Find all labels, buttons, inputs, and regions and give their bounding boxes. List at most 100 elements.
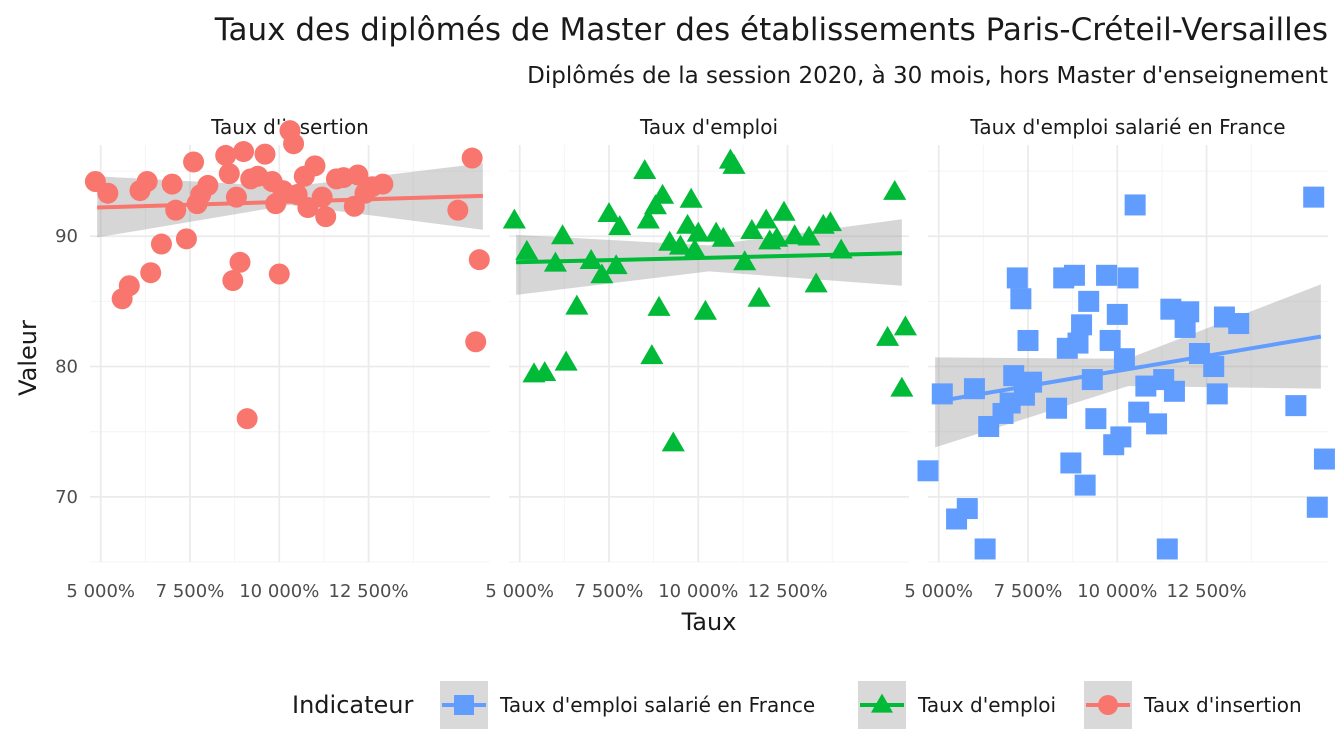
legend-entry: Taux d'emploi salarié en France (440, 681, 815, 729)
data-point (1067, 332, 1089, 354)
x-tick-label: 12 500% (748, 581, 828, 602)
data-point (236, 408, 258, 430)
data-point (215, 144, 237, 166)
chart-title: Taux des diplômés de Master des établiss… (214, 12, 1328, 48)
data-point (551, 224, 575, 245)
x-axis-title: Taux (681, 608, 737, 636)
x-tick-label: 7 500% (575, 581, 644, 602)
data-point (175, 228, 197, 250)
data-point (608, 215, 632, 236)
x-tick-label: 7 500% (994, 581, 1063, 602)
data-point (97, 182, 119, 204)
data-point (683, 238, 707, 259)
data-point (590, 263, 614, 284)
legend-entry: Taux d'insertion (1084, 681, 1302, 729)
data-point (554, 350, 578, 371)
y-tick-label: 90 (55, 226, 78, 247)
data-point (633, 159, 657, 180)
y-tick-label: 80 (55, 357, 78, 378)
data-point (1178, 301, 1200, 323)
data-point (136, 170, 158, 192)
data-point (1146, 413, 1168, 435)
panel-3: Taux d'emploi salarié en France 5 000% 7 5… (904, 115, 1335, 602)
data-point (651, 183, 675, 204)
legend: Indicateur Taux d'emploi salarié en Fran… (292, 681, 1302, 729)
data-point (304, 155, 326, 177)
x-tick-label: 10 000% (239, 581, 319, 602)
panel-strip-label: Taux d'emploi salarié en France (969, 115, 1285, 139)
data-point (161, 173, 183, 195)
x-tick-label: 7 500% (156, 581, 225, 602)
data-point (1203, 356, 1225, 378)
data-point (890, 376, 914, 397)
data-point (804, 272, 828, 293)
data-point (533, 361, 557, 382)
data-point (876, 325, 900, 346)
data-point (1006, 267, 1028, 289)
data-point (597, 202, 621, 223)
data-point (229, 251, 251, 273)
legend-key-square (454, 695, 474, 715)
data-point (372, 173, 394, 195)
data-point (222, 270, 244, 292)
data-point (1306, 496, 1328, 518)
data-point (1160, 298, 1182, 320)
y-tick-label: 70 (55, 487, 78, 508)
panel-strip-label: Taux d'emploi (639, 115, 778, 139)
data-point (1003, 365, 1025, 387)
data-point (461, 147, 483, 169)
data-point (347, 164, 369, 186)
chart-subtitle: Diplômés de la session 2020, à 30 mois, … (527, 63, 1328, 89)
data-point (974, 538, 996, 560)
data-point (917, 460, 939, 482)
data-point (754, 208, 778, 229)
data-point (956, 498, 978, 520)
data-point (711, 226, 735, 247)
y-axis-title: Valeur (14, 320, 42, 396)
data-point (1206, 383, 1228, 405)
data-point (733, 250, 757, 271)
x-tick-label: 5 000% (66, 581, 135, 602)
data-point (1060, 452, 1082, 474)
data-point (686, 221, 710, 242)
data-point (183, 151, 205, 173)
data-point (883, 179, 907, 200)
data-point (165, 199, 187, 221)
data-point (150, 233, 172, 255)
data-point (283, 133, 305, 155)
data-point (772, 200, 796, 221)
x-tick-label: 10 000% (1077, 581, 1157, 602)
data-point (1110, 426, 1132, 448)
x-tick-label: 5 000% (485, 581, 554, 602)
data-point (679, 187, 703, 208)
data-point (740, 219, 764, 239)
data-point (818, 211, 842, 232)
data-point (1228, 313, 1250, 335)
data-point (1163, 380, 1185, 402)
legend-key-circle (1098, 695, 1118, 715)
data-point (468, 249, 490, 271)
data-point (315, 206, 337, 228)
data-point (893, 315, 917, 336)
data-point (1017, 329, 1039, 351)
data-point (1046, 397, 1068, 419)
data-point (1124, 194, 1146, 216)
data-point (268, 263, 290, 285)
data-point (254, 143, 276, 165)
data-point (311, 186, 333, 208)
data-point (197, 174, 219, 196)
data-point (1117, 267, 1139, 289)
data-point (1085, 408, 1107, 430)
data-point (1099, 329, 1121, 351)
data-point (565, 294, 589, 315)
data-point (1156, 538, 1178, 560)
data-point (1285, 395, 1307, 417)
data-point (640, 344, 664, 365)
data-point (661, 431, 685, 452)
data-point (797, 225, 821, 246)
data-point (647, 295, 671, 316)
x-tick-label: 5 000% (904, 581, 973, 602)
data-point (643, 194, 667, 215)
data-point (1071, 314, 1093, 336)
x-tick-label: 12 500% (329, 581, 409, 602)
